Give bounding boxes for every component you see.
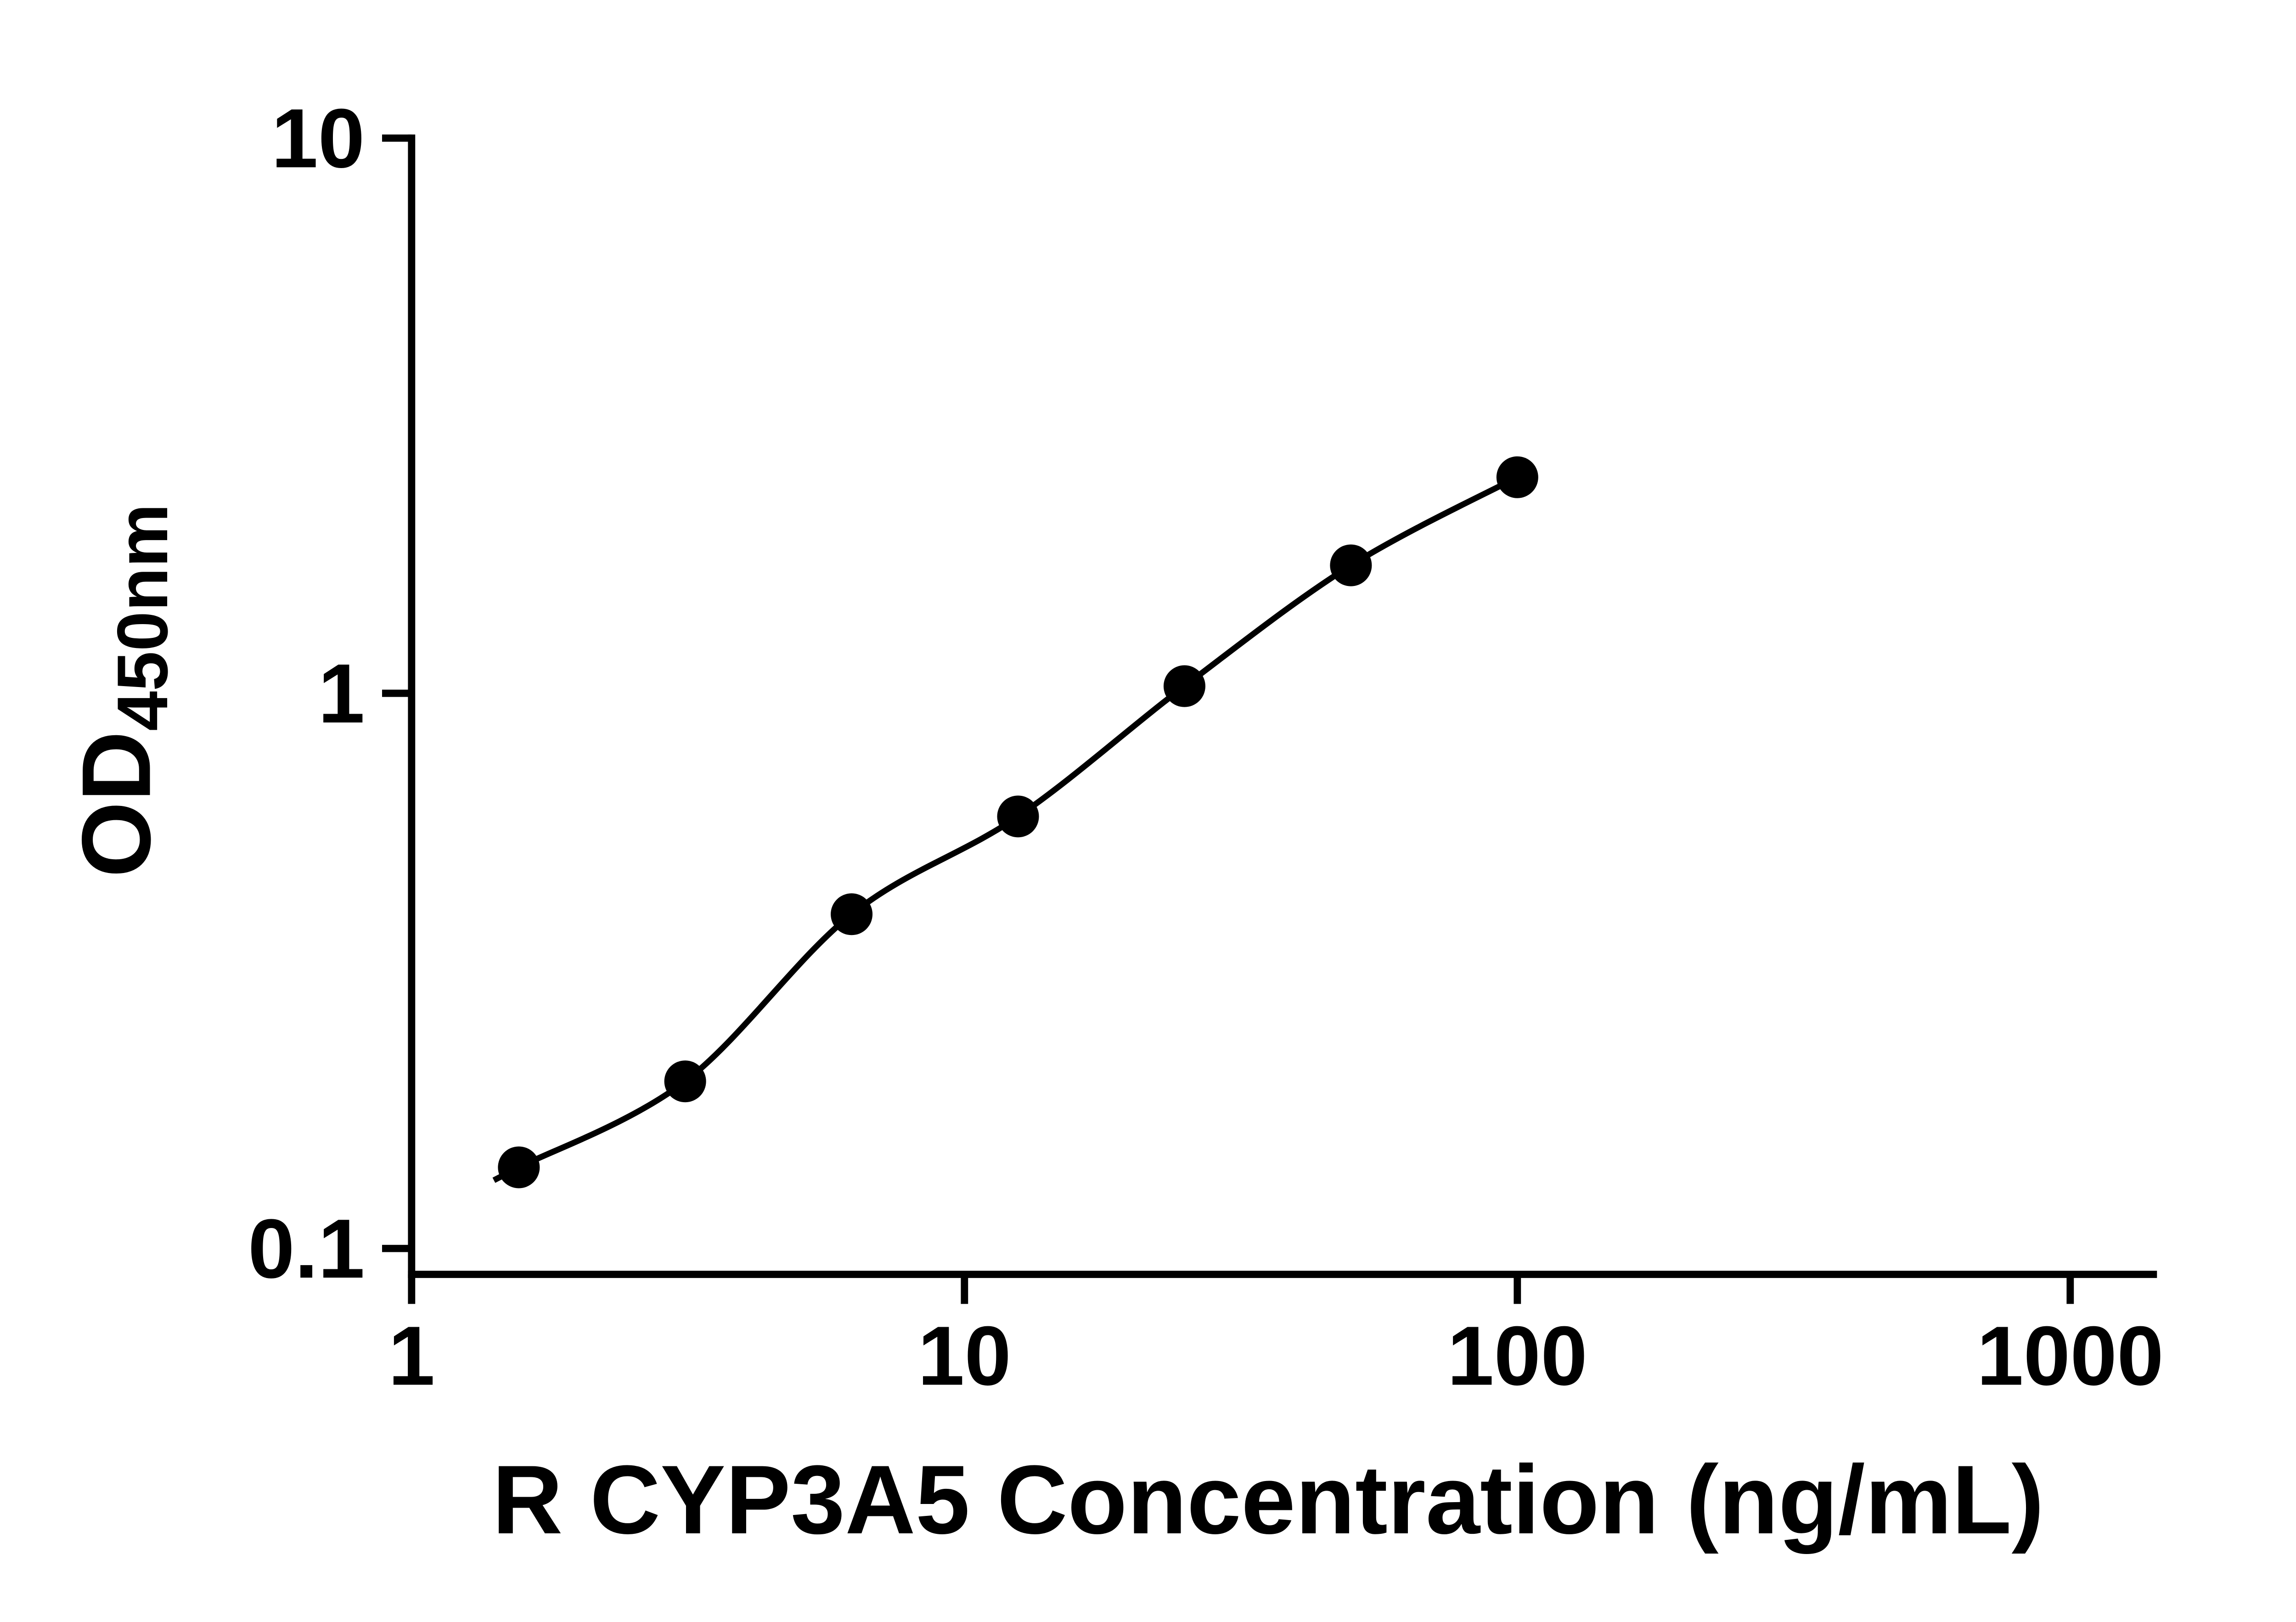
data-point	[664, 1060, 706, 1103]
y-tick-label: 10	[271, 91, 365, 185]
y-axis-title: OD450nm	[62, 504, 183, 878]
data-point	[831, 893, 873, 935]
x-tick-label: 1000	[1977, 1308, 2164, 1402]
data-point	[1330, 544, 1372, 586]
data-point	[1496, 456, 1538, 498]
y-tick-label: 0.1	[248, 1201, 365, 1295]
y-tick-label: 1	[318, 646, 365, 740]
x-tick-label: 1	[388, 1308, 435, 1402]
x-tick-label: 100	[1447, 1308, 1587, 1402]
data-point	[498, 1146, 540, 1188]
data-point	[1163, 665, 1205, 707]
y-axis-title-subscript: 450nm	[102, 504, 183, 731]
data-point	[997, 795, 1039, 838]
x-axis-title: R CYP3A5 Concentration (ng/mL)	[492, 1445, 2044, 1554]
x-tick-label: 10	[918, 1308, 1012, 1402]
y-axis-title-main: OD	[62, 731, 171, 878]
